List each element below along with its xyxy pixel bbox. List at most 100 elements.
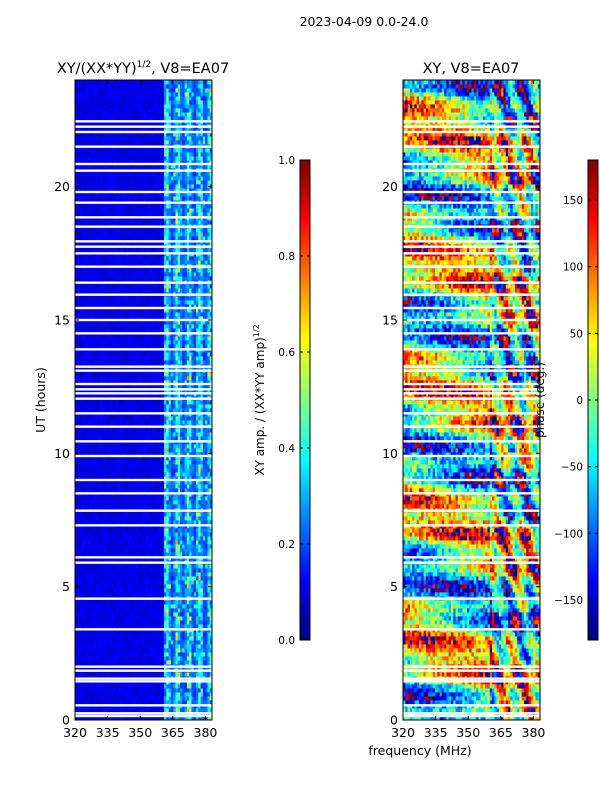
heatmap-cell: [145, 684, 149, 689]
heatmap-cell: [113, 532, 117, 537]
heatmap-cell: [81, 640, 85, 645]
heatmap-cell: [125, 648, 128, 653]
heatmap-cell: [200, 528, 204, 533]
heatmap-cell: [143, 636, 147, 641]
heatmap-cell: [180, 452, 183, 457]
heatmap-cell: [116, 616, 119, 621]
heatmap-cell: [106, 568, 110, 573]
heatmap-cell: [150, 428, 154, 433]
heatmap-cell: [113, 700, 117, 705]
heatmap-cell: [193, 612, 197, 617]
heatmap-cell: [180, 408, 183, 413]
heatmap-cell: [118, 632, 122, 637]
heatmap-cell: [161, 608, 165, 613]
heatmap-cell: [205, 416, 208, 421]
heatmap-cell: [109, 600, 112, 605]
heatmap-cell: [170, 496, 174, 501]
heatmap-cell: [102, 592, 106, 597]
heatmap-cell: [106, 648, 110, 653]
heatmap-cell: [154, 516, 158, 521]
heatmap-cell: [170, 476, 174, 481]
heatmap-cell: [145, 484, 149, 489]
heatmap-cell: [102, 536, 106, 541]
heatmap-cell: [150, 536, 154, 541]
heatmap-cell: [145, 416, 149, 421]
heatmap-cell: [175, 544, 179, 549]
heatmap-cell: [184, 588, 188, 593]
heatmap-cell: [120, 548, 124, 553]
heatmap-cell: [200, 444, 204, 449]
heatmap-cell: [189, 428, 192, 433]
heatmap-cell: [125, 536, 128, 541]
heatmap-cell: [109, 456, 112, 461]
heatmap-cell: [157, 404, 160, 409]
heatmap-cell: [189, 700, 192, 705]
heatmap-cell: [209, 600, 212, 605]
heatmap-cell: [79, 540, 83, 545]
heatmap-cell: [164, 516, 167, 521]
heatmap-cell: [120, 400, 124, 405]
heatmap-cell: [157, 476, 160, 481]
heatmap-cell: [168, 564, 172, 569]
heatmap-cell: [132, 480, 135, 485]
heatmap-cell: [93, 408, 96, 413]
heatmap-cell: [182, 544, 185, 549]
heatmap-cell: [148, 700, 151, 705]
heatmap-cell: [106, 444, 110, 449]
heatmap-cell: [157, 624, 160, 629]
heatmap-cell: [166, 600, 170, 605]
heatmap-cell: [202, 444, 206, 449]
heatmap-cell: [148, 624, 151, 629]
heatmap-cell: [193, 696, 197, 701]
heatmap-cell: [168, 588, 172, 593]
heatmap-cell: [138, 608, 142, 613]
heatmap-cell: [202, 472, 206, 477]
heatmap-cell: [136, 400, 140, 405]
heatmap-cell: [138, 520, 142, 525]
heatmap-cell: [97, 552, 101, 557]
heatmap-cell: [207, 516, 211, 521]
heatmap-cell: [129, 616, 133, 621]
heatmap-cell: [200, 696, 204, 701]
heatmap-cell: [175, 592, 179, 597]
heatmap-cell: [111, 432, 115, 437]
heatmap-cell: [168, 640, 172, 645]
heatmap-cell: [202, 568, 206, 573]
heatmap-cell: [134, 620, 138, 625]
heatmap-cell: [150, 516, 154, 521]
heatmap-cell: [104, 604, 108, 609]
heatmap-cell: [134, 692, 138, 697]
heatmap-cell: [93, 700, 96, 705]
heatmap-cell: [166, 692, 170, 697]
heatmap-cell: [81, 384, 85, 389]
heatmap-cell: [77, 656, 80, 661]
heatmap-cell: [148, 444, 151, 449]
heatmap-cell: [145, 672, 149, 677]
heatmap-cell: [79, 580, 83, 585]
heatmap-cell: [125, 532, 128, 537]
heatmap-cell: [125, 484, 128, 489]
heatmap-cell: [102, 548, 106, 553]
heatmap-cell: [168, 696, 172, 701]
heatmap-cell: [200, 456, 204, 461]
heatmap-cell: [154, 488, 158, 493]
heatmap-cell: [180, 572, 183, 577]
heatmap-cell: [102, 408, 106, 413]
heatmap-cell: [113, 472, 117, 477]
heatmap-cell: [186, 588, 190, 593]
heatmap-cell: [79, 496, 83, 501]
heatmap-cell: [180, 400, 183, 405]
heatmap-cell: [136, 436, 140, 441]
heatmap-cell: [122, 636, 126, 641]
heatmap-cell: [148, 584, 151, 589]
heatmap-cell: [81, 484, 85, 489]
heatmap-cell: [109, 700, 112, 705]
heatmap-cell: [164, 576, 167, 581]
heatmap-cell: [90, 548, 94, 553]
heatmap-cell: [120, 640, 124, 645]
heatmap-cell: [205, 464, 208, 469]
heatmap-cell: [198, 580, 201, 585]
heatmap-cell: [138, 408, 142, 413]
heatmap-cell: [106, 448, 110, 453]
heatmap-cell: [100, 420, 103, 425]
